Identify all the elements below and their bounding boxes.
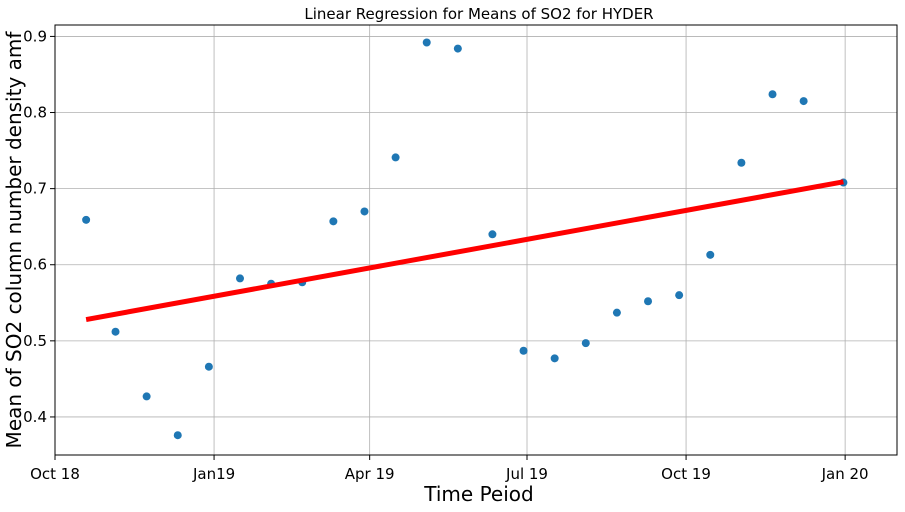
y-axis-label: Mean of SO2 column number density amf [2, 31, 26, 449]
x-tick-label: Oct 19 [661, 465, 711, 483]
data-point [453, 44, 462, 53]
y-tick-label: 0.6 [23, 256, 47, 274]
data-point [82, 215, 91, 224]
x-axis-ticks: Oct 18 Jan19 Apr 19 Jul 19 Oct 19 Jan 20 [30, 455, 869, 483]
y-axis-ticks: 0.4 0.5 0.6 0.7 0.8 0.9 [23, 27, 55, 426]
data-point [142, 392, 151, 401]
x-tick-label: Jul 19 [505, 465, 548, 483]
x-tick-label: Jan19 [192, 465, 235, 483]
x-tick-label: Jan 20 [821, 465, 869, 483]
plot-frame [54, 24, 898, 456]
data-point [519, 346, 528, 355]
chart-title: Linear Regression for Means of SO2 for H… [304, 5, 653, 23]
regression-line [85, 179, 844, 322]
data-point [204, 362, 213, 371]
regression-line-group [85, 179, 844, 322]
data-point [799, 97, 808, 106]
data-point [329, 217, 338, 226]
data-point [173, 431, 182, 440]
x-tick-label: Apr 19 [345, 465, 395, 483]
data-point [737, 158, 746, 167]
data-point [550, 354, 559, 363]
scatter-points [82, 38, 848, 440]
grid [54, 25, 897, 455]
x-tick-label: Oct 18 [30, 465, 80, 483]
y-tick-label: 0.4 [23, 408, 47, 426]
x-axis-label: Time Peiod [423, 482, 533, 506]
y-tick-label: 0.5 [23, 332, 47, 350]
data-point [706, 250, 715, 259]
y-tick-label: 0.8 [23, 104, 47, 122]
data-point [612, 308, 621, 317]
data-point [644, 297, 653, 306]
data-point [675, 291, 684, 300]
data-point [768, 90, 777, 99]
y-tick-label: 0.9 [23, 27, 47, 45]
data-point [111, 327, 120, 336]
data-point [422, 38, 431, 47]
data-point [235, 274, 244, 283]
data-point [391, 153, 400, 162]
y-tick-label: 0.7 [23, 180, 47, 198]
data-point [488, 230, 497, 239]
data-point [581, 339, 590, 348]
data-point [360, 207, 369, 216]
